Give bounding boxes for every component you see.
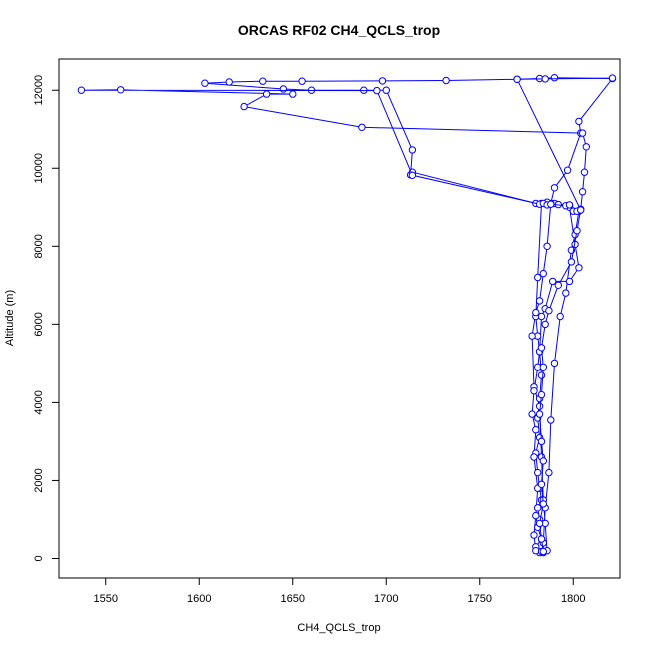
data-point xyxy=(563,166,572,174)
data-point xyxy=(537,535,546,543)
data-point xyxy=(530,531,538,539)
data-point xyxy=(550,184,559,192)
chart-title: ORCAS RF02 CH4_QCLS_trop xyxy=(238,22,440,38)
data-point xyxy=(534,273,542,282)
data-point xyxy=(573,227,581,235)
data-point xyxy=(537,312,546,321)
data-point xyxy=(547,200,555,208)
data-point xyxy=(539,457,547,465)
data-point xyxy=(577,206,585,214)
data-point xyxy=(535,297,544,305)
series-2 xyxy=(77,74,617,556)
data-point xyxy=(530,387,538,395)
x-axis: 1550 1600 1650 1700 1750 1800 xyxy=(94,577,585,605)
data-point xyxy=(373,86,381,95)
data-point xyxy=(562,289,570,297)
data-point xyxy=(556,312,564,321)
data-point xyxy=(378,77,387,85)
data-point xyxy=(580,168,589,176)
data-point xyxy=(543,242,551,251)
data-point xyxy=(565,201,574,209)
data-point xyxy=(408,146,417,154)
data-point xyxy=(117,86,125,94)
y-axis-label: Altitude (m) xyxy=(4,290,16,346)
y-tick-label: 4000 xyxy=(33,390,45,414)
data-point xyxy=(565,277,574,286)
data-point xyxy=(545,307,553,315)
data-point xyxy=(262,90,271,98)
x-tick-label: 1650 xyxy=(281,593,305,605)
data-point xyxy=(537,480,546,488)
y-tick-label: 6000 xyxy=(33,312,45,336)
data-point xyxy=(547,416,555,424)
data-point xyxy=(289,90,297,98)
data-point xyxy=(539,500,547,508)
data-point xyxy=(537,344,546,352)
data-point xyxy=(582,143,590,151)
data-point xyxy=(382,86,390,94)
data-point xyxy=(528,410,536,418)
data-point xyxy=(541,75,549,83)
y-tick-label: 0 xyxy=(33,555,45,561)
data-point xyxy=(539,363,547,371)
data-point xyxy=(530,453,538,461)
x-tick-label: 1600 xyxy=(187,593,211,605)
data-point xyxy=(535,519,544,528)
x-tick-label: 1800 xyxy=(561,593,585,605)
data-point xyxy=(279,85,288,93)
data-point xyxy=(240,102,248,111)
y-tick-label: 8000 xyxy=(33,234,45,258)
data-point xyxy=(545,468,553,477)
data-point xyxy=(539,269,547,278)
data-point xyxy=(513,75,521,84)
y-tick-label: 10000 xyxy=(33,153,45,184)
data-point xyxy=(408,171,417,180)
data-point xyxy=(537,371,546,379)
data-point xyxy=(575,264,583,272)
data-point xyxy=(535,402,544,410)
data-point xyxy=(534,468,542,477)
data-point xyxy=(298,77,306,85)
data-point xyxy=(537,437,546,446)
data-point xyxy=(225,78,233,86)
data-point xyxy=(77,86,86,94)
data-point xyxy=(541,320,549,329)
y-tick-label: 2000 xyxy=(33,468,45,492)
data-point xyxy=(537,390,546,399)
data-point xyxy=(528,332,536,340)
data-point xyxy=(539,547,547,556)
series-layer xyxy=(77,74,617,557)
data-point xyxy=(532,511,540,520)
data-point xyxy=(442,76,450,85)
x-axis-label: CH4_QCLS_trop xyxy=(297,622,380,634)
data-point xyxy=(575,117,583,126)
data-point xyxy=(532,426,540,434)
series-1 xyxy=(201,74,617,557)
data-point xyxy=(554,281,562,289)
data-point xyxy=(532,308,540,317)
data-point xyxy=(534,504,542,512)
data-point xyxy=(535,410,544,418)
data-point xyxy=(549,277,557,286)
data-point xyxy=(578,188,587,196)
y-axis: 0 2000 4000 6000 8000 10000 12000 xyxy=(33,75,60,562)
data-point xyxy=(358,123,366,132)
data-point xyxy=(550,74,559,82)
data-point xyxy=(608,74,617,82)
data-point xyxy=(578,129,587,137)
x-tick-label: 1750 xyxy=(468,593,492,605)
x-tick-label: 1550 xyxy=(94,593,118,605)
x-tick-label: 1700 xyxy=(374,593,398,605)
data-point xyxy=(201,79,209,87)
data-point xyxy=(567,258,576,266)
data-point xyxy=(550,359,559,368)
data-point xyxy=(259,77,267,85)
y-tick-label: 12000 xyxy=(33,75,45,106)
